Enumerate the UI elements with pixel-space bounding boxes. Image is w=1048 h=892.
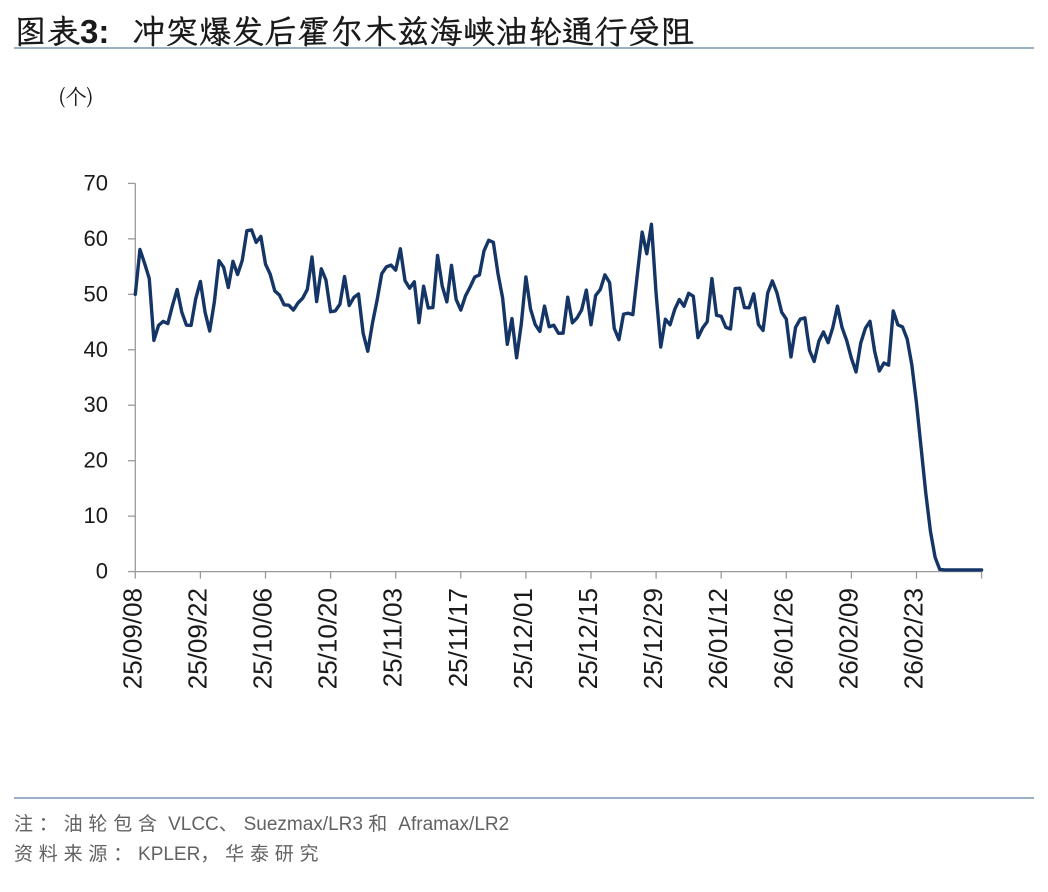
svg-text:26/02/09: 26/02/09 [833, 588, 863, 689]
svg-text:25/09/08: 25/09/08 [117, 588, 147, 689]
svg-text:26/01/12: 26/01/12 [703, 588, 733, 689]
svg-text:25/12/01: 25/12/01 [508, 588, 538, 689]
svg-text:60: 60 [84, 226, 108, 251]
svg-text:70: 70 [84, 170, 108, 195]
svg-text:26/02/23: 26/02/23 [899, 588, 929, 689]
svg-text:25/09/22: 25/09/22 [182, 588, 212, 689]
svg-text:30: 30 [84, 392, 108, 417]
svg-text:25/12/15: 25/12/15 [573, 588, 603, 689]
svg-text:25/11/17: 25/11/17 [443, 588, 473, 687]
svg-text:25/12/29: 25/12/29 [638, 588, 668, 689]
svg-text:26/01/26: 26/01/26 [768, 588, 798, 689]
svg-text:25/11/03: 25/11/03 [378, 588, 408, 687]
svg-text:20: 20 [84, 448, 108, 473]
svg-text:0: 0 [96, 559, 108, 584]
svg-text:40: 40 [84, 337, 108, 362]
svg-text:50: 50 [84, 281, 108, 306]
svg-text:25/10/06: 25/10/06 [248, 588, 278, 689]
svg-text:25/10/20: 25/10/20 [313, 588, 343, 689]
svg-text:10: 10 [84, 503, 108, 528]
